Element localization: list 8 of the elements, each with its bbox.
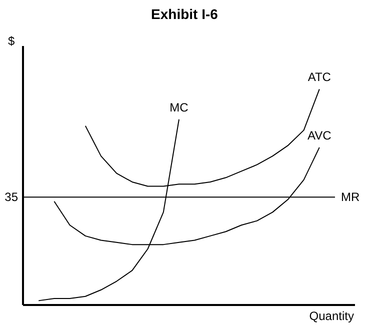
series-label: ATC bbox=[308, 70, 332, 84]
chart-title: Exhibit I-6 bbox=[150, 6, 219, 22]
series-label: AVC bbox=[308, 128, 332, 142]
y-axis-title: $ bbox=[8, 34, 15, 48]
series-label: MR bbox=[341, 190, 360, 204]
text: 35 bbox=[4, 190, 18, 204]
x-axis-title: Quantity bbox=[309, 309, 354, 323]
series-label: MC bbox=[170, 100, 189, 114]
